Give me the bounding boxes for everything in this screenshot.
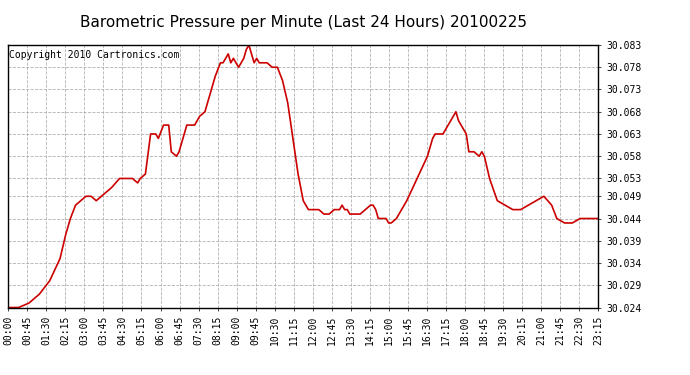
- Text: Barometric Pressure per Minute (Last 24 Hours) 20100225: Barometric Pressure per Minute (Last 24 …: [80, 15, 527, 30]
- Text: Copyright 2010 Cartronics.com: Copyright 2010 Cartronics.com: [10, 50, 180, 60]
